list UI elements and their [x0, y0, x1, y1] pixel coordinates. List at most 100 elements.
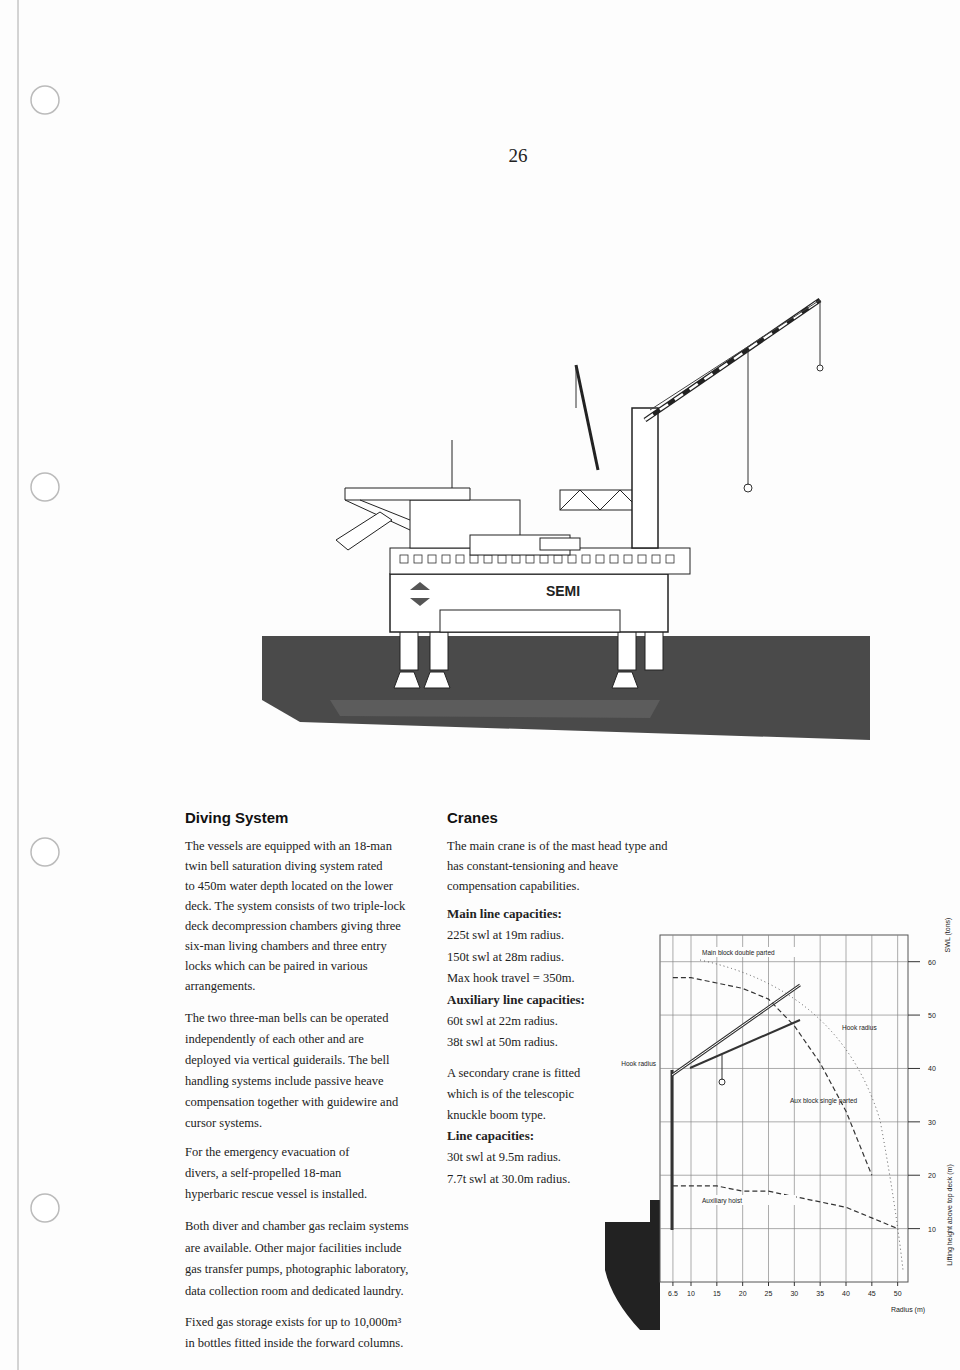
- tick-label: 50: [928, 1012, 936, 1019]
- punch-hole: [31, 838, 59, 866]
- window: [624, 555, 632, 563]
- window: [666, 555, 674, 563]
- tick-mark: [908, 1121, 920, 1122]
- paragraph-line: arrangements.: [185, 979, 255, 993]
- punch-hole: [31, 1194, 59, 1222]
- series-line: [673, 1186, 898, 1229]
- vessel-illustration: SEMI: [262, 300, 870, 740]
- grid-line: [768, 935, 769, 1282]
- paragraph-line: For the emergency evacuation of: [185, 1145, 350, 1159]
- grid-line: [660, 961, 908, 962]
- paragraph-line: Max hook travel = 350m.: [447, 971, 575, 985]
- window: [484, 555, 492, 563]
- load-chart: 6.5101520253035404550102030405060Radius …: [605, 918, 954, 1330]
- plot-marks: [672, 960, 903, 1270]
- crane-sketch: [722, 1055, 723, 1080]
- paragraph-line: deck. The system consists of two triple-…: [185, 899, 406, 913]
- grid-line: [691, 935, 692, 1282]
- paragraph-line: 150t swl at 28m radius.: [447, 950, 564, 964]
- tick-mark: [716, 1282, 717, 1286]
- thruster: [424, 672, 450, 688]
- window: [610, 555, 618, 563]
- tick-label: 35: [816, 1290, 824, 1297]
- grid-line: [716, 935, 717, 1282]
- paragraph-line: to 450m water depth located on the lower: [185, 879, 394, 893]
- tick-mark: [691, 1282, 692, 1286]
- tick-mark: [846, 1282, 847, 1286]
- crane-sketch: [671, 1070, 674, 1230]
- grid-line: [742, 935, 743, 1282]
- window: [470, 555, 478, 563]
- tick-mark: [908, 1068, 920, 1069]
- grid-line: [660, 1175, 908, 1176]
- label-background: [700, 1195, 796, 1205]
- annotation: Hook radius: [621, 1060, 656, 1067]
- window: [568, 555, 576, 563]
- tick-label: 40: [928, 1065, 936, 1072]
- window: [540, 555, 548, 563]
- tick-label: 10: [687, 1290, 695, 1297]
- paragraph-line: A secondary crane is fitted: [447, 1066, 581, 1080]
- window: [596, 555, 604, 563]
- sea: [262, 636, 870, 740]
- series-label: Auxiliary hoist: [702, 1197, 742, 1205]
- crane-wire: [820, 300, 821, 365]
- tick-mark: [672, 1282, 673, 1286]
- grid-line: [871, 935, 872, 1282]
- punch-hole: [31, 473, 59, 501]
- paragraph-line: gas transfer pumps, photographic laborat…: [185, 1262, 408, 1276]
- window: [428, 555, 436, 563]
- truss: [560, 490, 640, 510]
- section-heading: Diving System: [185, 809, 288, 826]
- axis-title: Radius (m): [891, 1306, 925, 1314]
- window: [456, 555, 464, 563]
- tick-label: 20: [739, 1290, 747, 1297]
- grid-line: [897, 935, 898, 1282]
- window: [652, 555, 660, 563]
- tick-label: 15: [713, 1290, 721, 1297]
- label-background: [700, 947, 796, 957]
- axis-title: SWL (tons): [944, 918, 952, 953]
- tick-label: 30: [928, 1119, 936, 1126]
- axis-title: Lifting height above top deck (m): [946, 1164, 954, 1266]
- grid-line: [660, 1228, 908, 1229]
- crane-sketch: [719, 1079, 725, 1085]
- secondary-crane-wire: [576, 365, 577, 408]
- paragraph-line: which is of the telescopic: [447, 1087, 574, 1101]
- tick-mark: [908, 1015, 920, 1016]
- crane-boom-stripe: [645, 300, 820, 420]
- subheading: Line capacities:: [447, 1128, 534, 1143]
- annotation: Aux block single parted: [790, 1097, 858, 1105]
- grid-line: [660, 1121, 908, 1122]
- series-label: Main block double parted: [702, 949, 775, 957]
- paragraph-line: data collection room and dedicated laund…: [185, 1284, 404, 1298]
- paragraph-line: The vessels are equipped with an 18-man: [185, 839, 393, 853]
- tick-mark: [768, 1282, 769, 1286]
- paragraph-line: Fixed gas storage exists for up to 10,00…: [185, 1315, 401, 1329]
- grid-line: [820, 935, 821, 1282]
- crane-hook: [817, 365, 823, 371]
- tick-mark: [908, 1175, 920, 1176]
- tick-label: 6.5: [668, 1290, 678, 1297]
- truss-web: [560, 490, 640, 510]
- paragraph-line: 38t swl at 50m radius.: [447, 1035, 558, 1049]
- crane-hook: [744, 484, 752, 492]
- window: [554, 555, 562, 563]
- paragraph-line: has constant-tensioning and heave: [447, 859, 619, 873]
- helideck: [345, 488, 470, 500]
- hook-radius-curve: [700, 960, 903, 1270]
- paragraph-line: divers, a self-propelled 18-man: [185, 1166, 342, 1180]
- subheading: Auxiliary line capacities:: [447, 992, 585, 1007]
- crane-sketch: [672, 985, 800, 1075]
- series-line: [673, 978, 872, 1175]
- hull-panel: [440, 610, 620, 632]
- tick-mark: [871, 1282, 872, 1286]
- paragraph-line: The main crane is of the mast head type …: [447, 839, 668, 853]
- crane-sketch: [672, 985, 800, 1075]
- hull-label: SEMI: [546, 583, 580, 599]
- page-number: 26: [509, 145, 528, 166]
- window: [582, 555, 590, 563]
- tick-mark: [897, 1282, 898, 1286]
- paragraph-line: deck decompression chambers giving three: [185, 919, 401, 933]
- paragraph-line: 60t swl at 22m radius.: [447, 1014, 558, 1028]
